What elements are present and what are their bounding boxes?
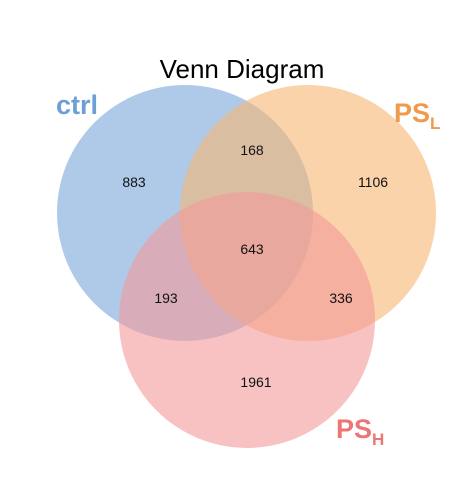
diagram-title: Venn Diagram <box>160 54 325 84</box>
region-count-ctrl-ps-h: 193 <box>154 290 178 306</box>
region-count-ps-l-ps-h: 336 <box>329 290 353 306</box>
region-count-ps-l-only: 1106 <box>358 174 388 190</box>
set-label-ps-l: PSL <box>394 98 440 133</box>
set-circle-ps-h <box>119 192 375 448</box>
set-label-ctrl: ctrl <box>56 90 98 120</box>
region-count-ctrl-only: 883 <box>122 174 146 190</box>
region-count-ps-h-only: 1961 <box>240 374 271 390</box>
region-count-all-three: 643 <box>240 241 264 257</box>
region-count-ctrl-ps-l: 168 <box>240 142 264 158</box>
set-label-ps-h: PSH <box>336 414 384 449</box>
